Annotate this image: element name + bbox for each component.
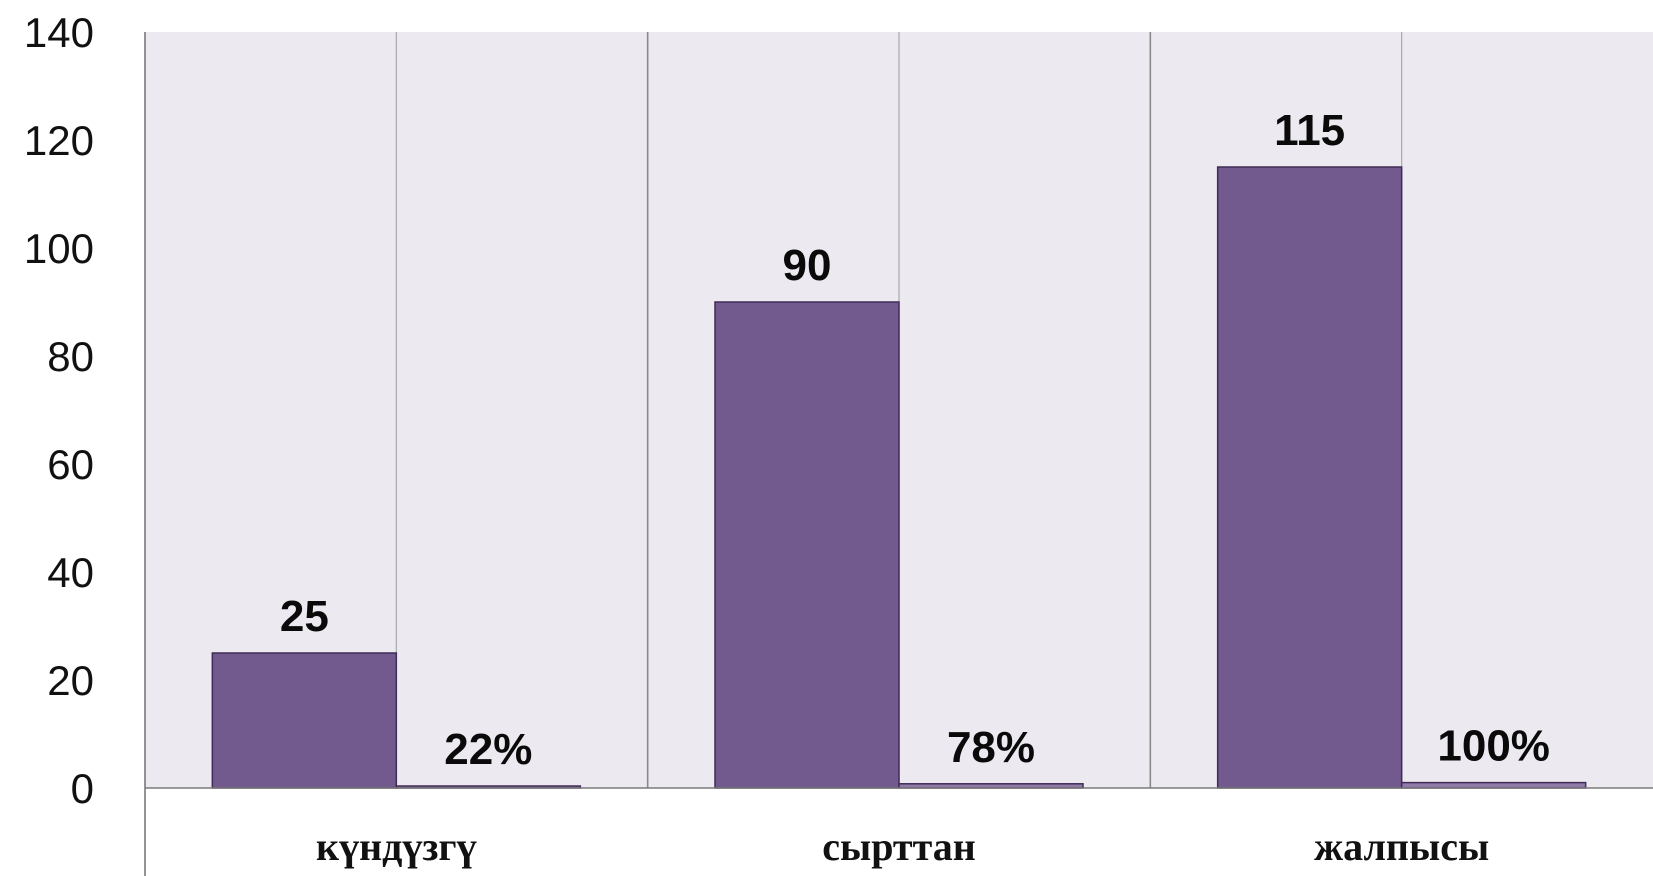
y-axis-tick-labels: 0 20 40 60 80 100 120 140 <box>24 9 94 812</box>
bar <box>1400 781 1587 789</box>
category-labels: күндүзгү сырттан жалпысы <box>316 824 1489 869</box>
bar <box>714 301 900 789</box>
data-labels: 25 90 115 22% 78% 100% <box>280 106 1550 774</box>
data-label: 90 <box>783 241 832 290</box>
y-tick-label: 60 <box>47 441 94 488</box>
category-label: күндүзгү <box>316 824 477 869</box>
bar <box>211 652 398 789</box>
data-label: 115 <box>1274 106 1345 155</box>
data-label: 100% <box>1437 722 1550 771</box>
data-label: 78% <box>947 723 1035 772</box>
y-tick-label: 80 <box>47 333 94 380</box>
y-tick-label: 40 <box>47 549 94 596</box>
bar <box>1216 166 1403 789</box>
y-tick-label: 120 <box>24 117 94 164</box>
y-tick-label: 140 <box>24 9 94 56</box>
y-tick-label: 0 <box>71 765 94 812</box>
y-tick-label: 20 <box>47 657 94 704</box>
data-label: 25 <box>280 592 329 641</box>
category-label: сырттан <box>822 824 976 869</box>
y-tick-label: 100 <box>24 225 94 272</box>
bars <box>211 166 1587 789</box>
category-label: жалпысы <box>1314 824 1489 869</box>
data-label: 22% <box>444 725 532 774</box>
